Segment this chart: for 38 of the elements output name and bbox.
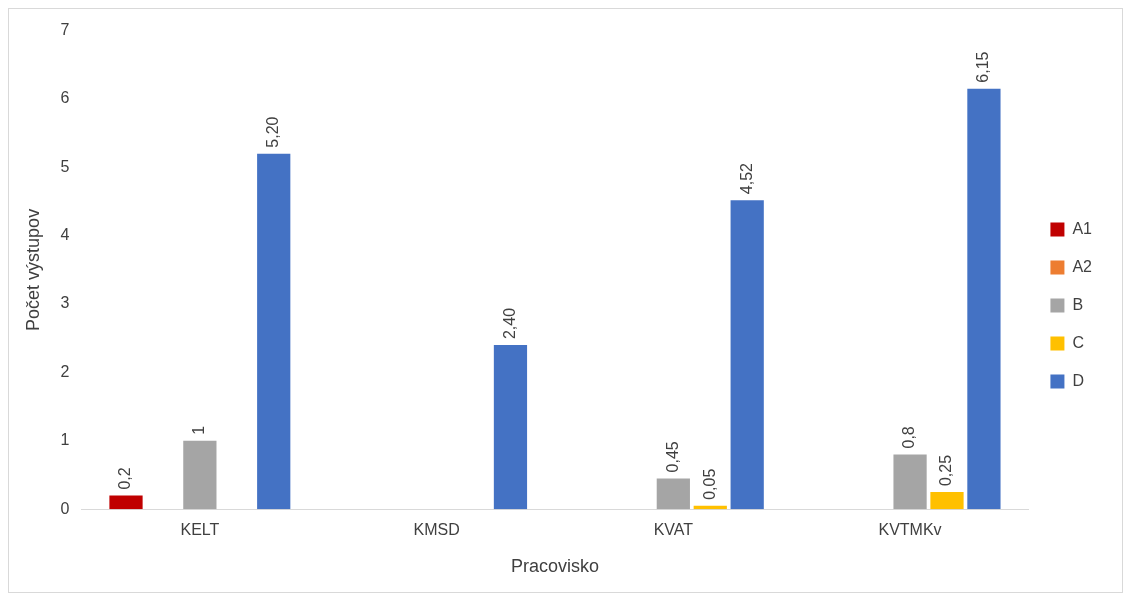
legend-label: C (1072, 333, 1084, 351)
y-tick-label: 0 (60, 499, 70, 517)
bar (893, 454, 927, 510)
legend-label: D (1072, 371, 1084, 389)
data-label: 0,8 (900, 426, 918, 449)
data-label: 0,05 (700, 468, 718, 500)
data-label: 0,25 (937, 454, 955, 487)
x-tick-label: KELT (180, 521, 220, 539)
bar (257, 153, 291, 510)
legend-label: A1 (1072, 219, 1093, 237)
bar (493, 345, 528, 510)
data-label: 6,15 (974, 51, 992, 83)
y-tick-label: 4 (60, 226, 70, 244)
bar (183, 440, 217, 510)
bar (930, 492, 964, 510)
legend-label: B (1072, 295, 1084, 313)
x-tick-label: KVTMKv (878, 521, 942, 539)
x-axis-title: Pracovisko (510, 556, 599, 577)
y-tick-label: 7 (60, 21, 70, 39)
y-tick-label: 3 (60, 294, 70, 312)
bar (730, 200, 764, 510)
y-axis-title: Počet výstupov (22, 208, 43, 331)
bar (109, 495, 143, 510)
bar (656, 478, 690, 510)
x-tick-label: KVAT (653, 521, 694, 539)
y-tick-label: 2 (60, 362, 70, 380)
legend-label: A2 (1072, 257, 1093, 275)
data-label: 0,45 (663, 441, 681, 473)
data-label: 4,52 (737, 162, 755, 195)
y-tick-label: 5 (60, 157, 70, 175)
y-tick-label: 1 (60, 431, 70, 449)
x-tick-label: KMSD (413, 521, 460, 539)
data-label: 2,40 (500, 307, 518, 340)
data-label: 5,20 (264, 116, 282, 148)
data-label: 1 (190, 425, 208, 435)
bar (967, 88, 1001, 510)
data-label: 0,2 (116, 467, 134, 490)
y-tick-label: 6 (60, 89, 70, 107)
